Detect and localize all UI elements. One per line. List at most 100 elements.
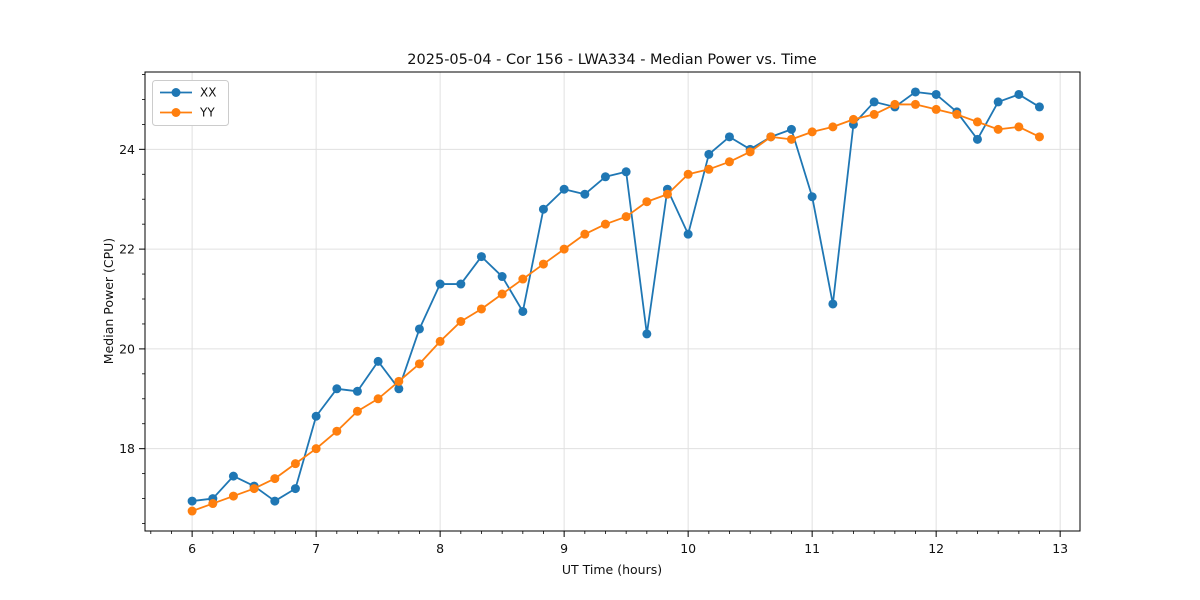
data-point [869, 97, 879, 107]
data-point [828, 299, 838, 309]
data-point [704, 149, 714, 159]
data-point [187, 506, 197, 516]
data-point [352, 406, 362, 416]
data-point [580, 189, 590, 199]
data-point [208, 499, 218, 509]
data-point [786, 134, 796, 144]
data-point [807, 192, 817, 202]
legend: XX YY [152, 80, 229, 126]
data-point [1034, 102, 1044, 112]
legend-label: XX [200, 86, 216, 100]
data-point [352, 386, 362, 396]
y-tick-label: 18 [119, 441, 135, 456]
data-point [228, 491, 238, 501]
data-point [642, 197, 652, 207]
x-tick-label: 8 [436, 541, 444, 556]
data-point [621, 167, 631, 177]
legend-item-yy: YY [160, 106, 215, 120]
data-point [290, 459, 300, 469]
data-point [662, 189, 672, 199]
legend-item-xx: XX [160, 86, 216, 100]
data-point [972, 117, 982, 127]
data-point [290, 484, 300, 494]
x-tick-label: 13 [1052, 541, 1068, 556]
data-point [518, 306, 528, 316]
data-point [683, 229, 693, 239]
data-point [414, 359, 424, 369]
data-point [890, 99, 900, 109]
data-point [683, 169, 693, 179]
legend-marker [171, 88, 181, 97]
data-point [993, 124, 1003, 134]
data-point [621, 212, 631, 222]
x-tick-label: 9 [560, 541, 568, 556]
data-point [270, 496, 280, 506]
axes [139, 71, 1081, 537]
y-tick-label: 24 [119, 142, 135, 157]
data-point [807, 127, 817, 137]
y-tick-label: 22 [119, 242, 135, 257]
data-point [373, 394, 383, 404]
data-point [456, 279, 466, 289]
data-point [332, 426, 342, 436]
data-point [311, 444, 321, 454]
data-point [642, 329, 652, 339]
series-line [192, 91, 1040, 502]
data-point [332, 384, 342, 394]
data-point [1034, 132, 1044, 142]
data-point [704, 164, 714, 174]
data-point [869, 109, 879, 119]
data-point [993, 97, 1003, 107]
legend-label: YY [199, 106, 215, 120]
data-point [1014, 89, 1024, 99]
data-point [373, 356, 383, 366]
data-point [848, 114, 858, 124]
data-point [414, 324, 424, 334]
data-point [600, 172, 610, 182]
x-tick-label: 10 [680, 541, 696, 556]
data-point [270, 474, 280, 484]
legend-box [152, 80, 229, 126]
data-point [724, 157, 734, 167]
data-point [910, 87, 920, 97]
x-tick-label: 11 [804, 541, 820, 556]
data-point [311, 411, 321, 421]
data-point [435, 336, 445, 346]
data-point [972, 134, 982, 144]
data-point [249, 484, 259, 494]
data-point [518, 274, 528, 284]
tick-labels: 6 7 8 9 10 11 12 13 18 20 22 24 [119, 142, 1068, 556]
x-axis-label: UT Time (hours) [562, 562, 662, 577]
data-point [559, 184, 569, 194]
data-point [786, 124, 796, 134]
data-point [1014, 122, 1024, 132]
x-tick-label: 6 [188, 541, 196, 556]
y-axis-label: Median Power (CPU) [101, 238, 116, 364]
grid [145, 72, 1080, 531]
plot-border [144, 71, 1081, 532]
data-point [828, 122, 838, 132]
data-point [910, 99, 920, 109]
data-point [435, 279, 445, 289]
data-point [600, 219, 610, 229]
data-point [228, 471, 238, 481]
data-point [538, 204, 548, 214]
data-point [394, 376, 404, 386]
data-point [476, 304, 486, 314]
x-tick-label: 7 [312, 541, 320, 556]
chart-title: 2025-05-04 - Cor 156 - LWA334 - Median P… [407, 52, 816, 68]
data-point [745, 147, 755, 157]
y-tick-label: 20 [119, 341, 135, 356]
data-point [766, 132, 776, 142]
data-point [187, 496, 197, 506]
data-point [497, 289, 507, 299]
series-layer [187, 87, 1044, 516]
data-point [497, 272, 507, 282]
data-point [952, 109, 962, 119]
data-point [394, 384, 404, 394]
data-point [931, 89, 941, 99]
data-point [456, 316, 466, 326]
series-yy [187, 99, 1044, 516]
